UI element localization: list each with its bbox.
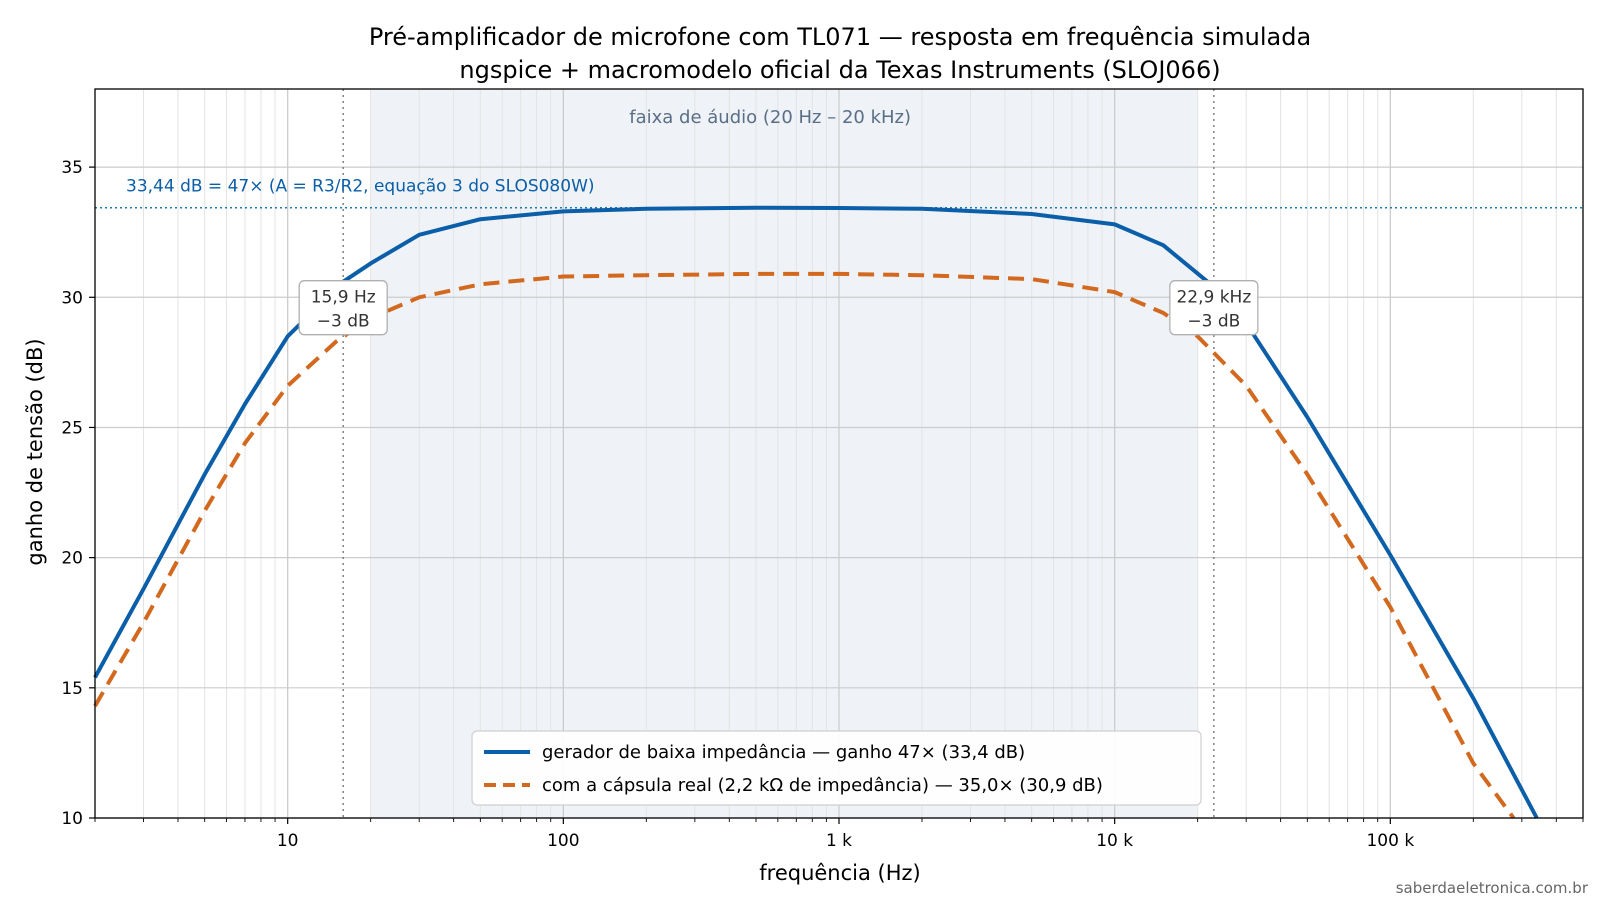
cutoff-annotation-frequency: 22,9 kHz: [1176, 288, 1251, 308]
y-tick-label: 30: [61, 288, 83, 308]
y-tick-label: 35: [61, 158, 83, 178]
plot-frame: [94, 88, 1584, 819]
x-tick-label: 10: [277, 831, 299, 851]
legend-label-1: gerador de baixa impedância — ganho 47× …: [542, 742, 1025, 763]
y-tick-label: 25: [61, 418, 83, 438]
y-tick-label: 15: [61, 679, 83, 699]
x-tick-label: 1 k: [826, 831, 852, 851]
cutoff-annotation-attenuation: −3 dB: [317, 312, 370, 332]
cutoff-annotation-attenuation: −3 dB: [1187, 312, 1240, 332]
y-tick-label: 10: [61, 809, 83, 829]
legend-label-2: com a cápsula real (2,2 kΩ de impedância…: [542, 775, 1103, 796]
reference-gain-label: 33,44 dB = 47× (A = R3/R2, equação 3 do …: [126, 177, 595, 197]
y-tick-label: 20: [61, 549, 83, 569]
audio-band-label: faixa de áudio (20 Hz – 20 kHz): [629, 107, 911, 128]
audio-band-shading: [370, 89, 1198, 818]
y-axis-label: ganho de tensão (dB): [23, 338, 47, 565]
chart-subtitle: ngspice + macromodelo oficial da Texas I…: [459, 56, 1220, 84]
x-tick-label: 100 k: [1366, 831, 1414, 851]
legend-box: [471, 730, 1202, 806]
x-axis-label: frequência (Hz): [759, 861, 920, 885]
series-line-1: [93, 205, 1539, 819]
cutoff-annotation-frequency: 15,9 Hz: [311, 288, 376, 308]
x-tick-label: 10 k: [1096, 831, 1133, 851]
plot-area: 10 100 1 k 10 k 100 k 10 15 20 25 30 35 33,44 dB = …: [61, 88, 1584, 851]
cutoff-annotation-box: [298, 280, 388, 336]
series-line-2: [93, 271, 1516, 820]
footer-source: saberdaeletronica.com.br: [1396, 879, 1589, 897]
cutoff-annotation-box: [1169, 280, 1259, 336]
chart-title: Pré-amplificador de microfone com TL071 …: [369, 23, 1311, 51]
x-tick-label: 100: [547, 831, 579, 851]
